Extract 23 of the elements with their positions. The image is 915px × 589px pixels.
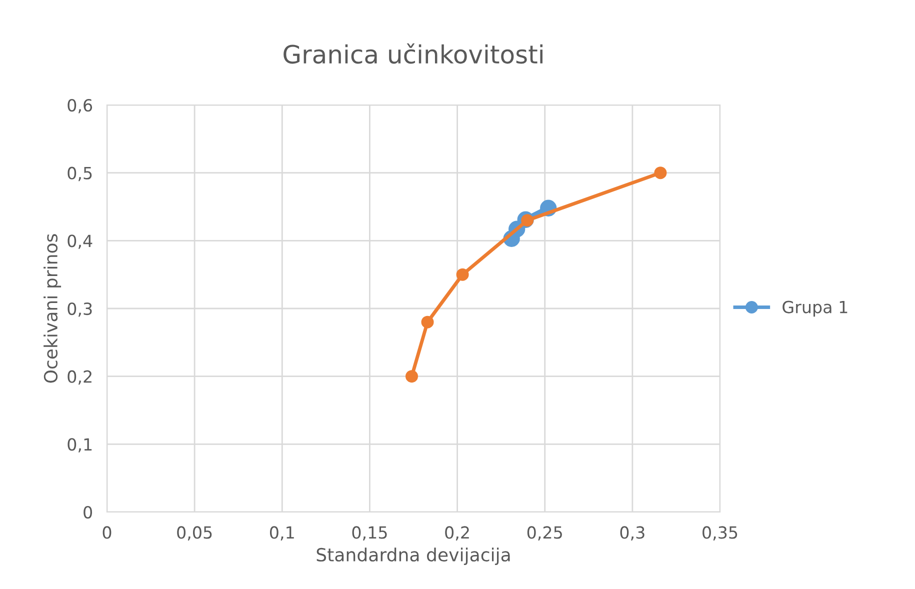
y-tick-label: 0,4 [68,234,92,249]
x-tick-label: 0,1 [270,526,294,540]
y-tick-label: 0,3 [68,302,92,317]
y-tick-label: 0,2 [68,370,92,385]
x-tick-label: 0,15 [352,526,387,540]
x-tick-label: 0,25 [527,526,562,540]
x-tick-label: 0,05 [177,526,212,540]
x-tick-label: 0 [102,526,112,539]
point [456,268,469,281]
chart-title: Granica učinkovitosti [284,43,542,64]
point [406,370,418,383]
legend-label: Grupa 1 [782,300,848,317]
point [654,166,667,180]
x-tick-label: 0,3 [620,526,644,540]
x-tick-label: 0,35 [702,526,738,540]
y-tick-label: 0,5 [68,166,92,182]
y-tick-label: 0,6 [68,98,92,114]
y-tick-label: 0,1 [68,438,92,452]
x-axis-title: Standardna devijacija [316,548,510,566]
point [421,316,434,328]
x-tick-label: 0,2 [445,526,469,540]
y-tick-label: 0 [84,506,92,519]
y-axis-title: Ocekivani prinos [44,234,62,383]
